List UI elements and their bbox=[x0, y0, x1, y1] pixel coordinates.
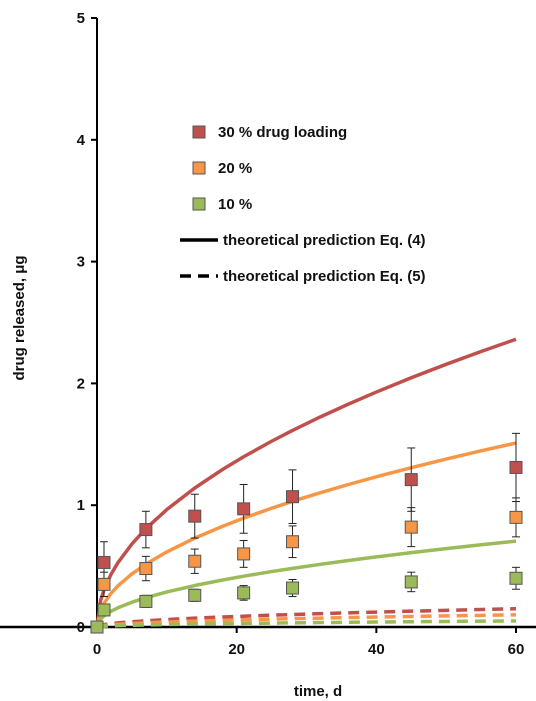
y-tick-label: 0 bbox=[77, 619, 85, 636]
data-point bbox=[90, 620, 104, 634]
x-tick-label: 40 bbox=[368, 641, 385, 658]
y-tick-label: 4 bbox=[77, 132, 86, 149]
legend: 30 % drug loading 20 % 10 % theoretical pre… bbox=[180, 124, 426, 285]
data-point bbox=[286, 490, 300, 504]
y-tick-label: 1 bbox=[77, 497, 85, 514]
data-point bbox=[237, 547, 251, 561]
data-markers bbox=[90, 460, 523, 634]
axes: 0 1 2 3 4 5 0 20 40 60 bbox=[0, 10, 536, 658]
data-point bbox=[286, 581, 300, 595]
y-tick-label: 3 bbox=[77, 254, 85, 271]
data-point bbox=[404, 520, 418, 534]
y-axis-title: drug released, μg bbox=[11, 255, 28, 380]
data-point bbox=[188, 588, 202, 602]
data-point bbox=[139, 523, 153, 537]
legend-label: 30 % drug loading bbox=[218, 124, 347, 141]
x-axis-title: time, d bbox=[294, 683, 342, 700]
y-tick-label: 5 bbox=[77, 10, 85, 27]
data-point bbox=[237, 586, 251, 600]
data-point bbox=[97, 603, 111, 617]
data-point bbox=[404, 575, 418, 589]
data-point bbox=[97, 555, 111, 569]
legend-label: 20 % bbox=[218, 160, 252, 177]
data-point bbox=[139, 594, 153, 608]
theory-lines bbox=[95, 337, 517, 629]
theory-eq5-line bbox=[96, 606, 517, 629]
theory-eq4-line bbox=[95, 337, 517, 628]
theory-eq5-line bbox=[96, 613, 517, 629]
data-point bbox=[509, 510, 523, 524]
data-point bbox=[509, 571, 523, 585]
x-tick-label: 20 bbox=[228, 641, 245, 658]
theory-eq4-line bbox=[95, 441, 517, 628]
legend-label: theoretical prediction Eq. (4) bbox=[223, 232, 426, 249]
data-point bbox=[188, 509, 202, 523]
theory-eq5-line bbox=[96, 619, 517, 629]
legend-label: theoretical prediction Eq. (5) bbox=[223, 268, 426, 285]
legend-label: 10 % bbox=[218, 196, 252, 213]
x-tick-label: 60 bbox=[508, 641, 525, 658]
theory-eq4-line bbox=[95, 539, 517, 628]
data-point bbox=[97, 577, 111, 591]
x-tick-label: 0 bbox=[93, 641, 101, 658]
y-tick-label: 2 bbox=[77, 375, 85, 392]
data-point bbox=[188, 554, 202, 568]
data-point bbox=[404, 473, 418, 487]
data-point bbox=[286, 535, 300, 549]
legend-marker bbox=[192, 197, 206, 211]
legend-marker bbox=[192, 125, 206, 139]
data-point bbox=[139, 562, 153, 576]
error-bars bbox=[99, 432, 520, 616]
legend-marker bbox=[192, 161, 206, 175]
data-point bbox=[509, 460, 523, 474]
data-point bbox=[237, 502, 251, 516]
